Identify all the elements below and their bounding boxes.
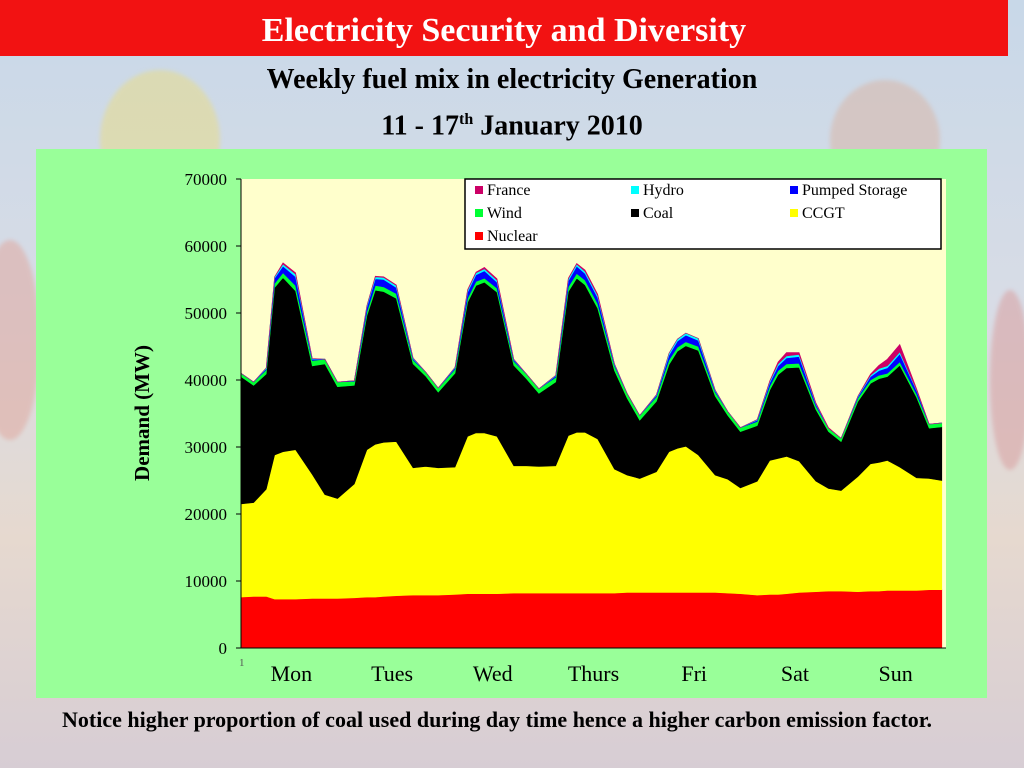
slide-title: Electricity Security and Diversity	[0, 0, 1008, 56]
subtitle-line-1: Weekly fuel mix in electricity Generatio…	[266, 64, 758, 95]
legend-label: Wind	[487, 205, 522, 222]
legend-label: France	[487, 182, 531, 199]
background-decoration	[0, 240, 40, 440]
legend-swatch	[631, 209, 639, 217]
x-day-label: Thurs	[568, 661, 619, 686]
legend-label: Nuclear	[487, 228, 538, 245]
background-decoration	[990, 290, 1024, 470]
y-tick-label: 70000	[185, 170, 228, 189]
y-tick-label: 30000	[185, 438, 228, 457]
x-day-label: Wed	[473, 661, 513, 686]
y-axis-label: Demand (MW)	[130, 345, 154, 481]
subtitle-date-start: 11 - 17	[381, 110, 459, 142]
subtitle-date-end: January 2010	[473, 110, 643, 142]
area-nuclear	[240, 589, 943, 649]
legend-swatch	[475, 209, 483, 217]
y-tick-label: 0	[219, 639, 228, 658]
x-day-label: Tues	[371, 661, 413, 686]
legend-label: CCGT	[802, 205, 845, 222]
legend-label: Coal	[643, 205, 674, 222]
x-day-label: Sun	[879, 661, 913, 686]
y-tick-label: 50000	[185, 304, 228, 323]
legend-swatch	[475, 232, 483, 240]
footnote: Notice higher proportion of coal used du…	[62, 707, 933, 732]
y-tick-label: 40000	[185, 371, 228, 390]
legend-box	[464, 178, 942, 250]
subtitle-line-2: 11 - 17th January 2010	[0, 100, 1024, 146]
legend-swatch	[475, 186, 483, 194]
legend-swatch	[631, 186, 639, 194]
subtitle-date-suffix: th	[458, 111, 474, 128]
x-start-label: 1	[239, 657, 245, 669]
x-day-label: Sat	[781, 661, 809, 686]
x-day-label: Fri	[681, 661, 707, 686]
x-day-label: Mon	[271, 661, 313, 686]
legend-label: Hydro	[643, 182, 684, 199]
y-tick-label: 10000	[185, 572, 228, 591]
y-tick-label: 60000	[185, 237, 228, 256]
legend-swatch	[790, 186, 798, 194]
y-tick-label: 20000	[185, 505, 228, 524]
legend-swatch	[790, 209, 798, 217]
chart-panel: 0 10000 20000 30000 40000 50000 60000 70000 Mon T…	[36, 149, 987, 698]
chart-subtitle: Weekly fuel mix in electricity Generatio…	[0, 60, 1024, 146]
area-france	[240, 262, 942, 439]
fuel-mix-chart: 0 10000 20000 30000 40000 50000 60000 70000 Mon T…	[130, 170, 946, 686]
legend-label: Pumped Storage	[802, 182, 907, 199]
